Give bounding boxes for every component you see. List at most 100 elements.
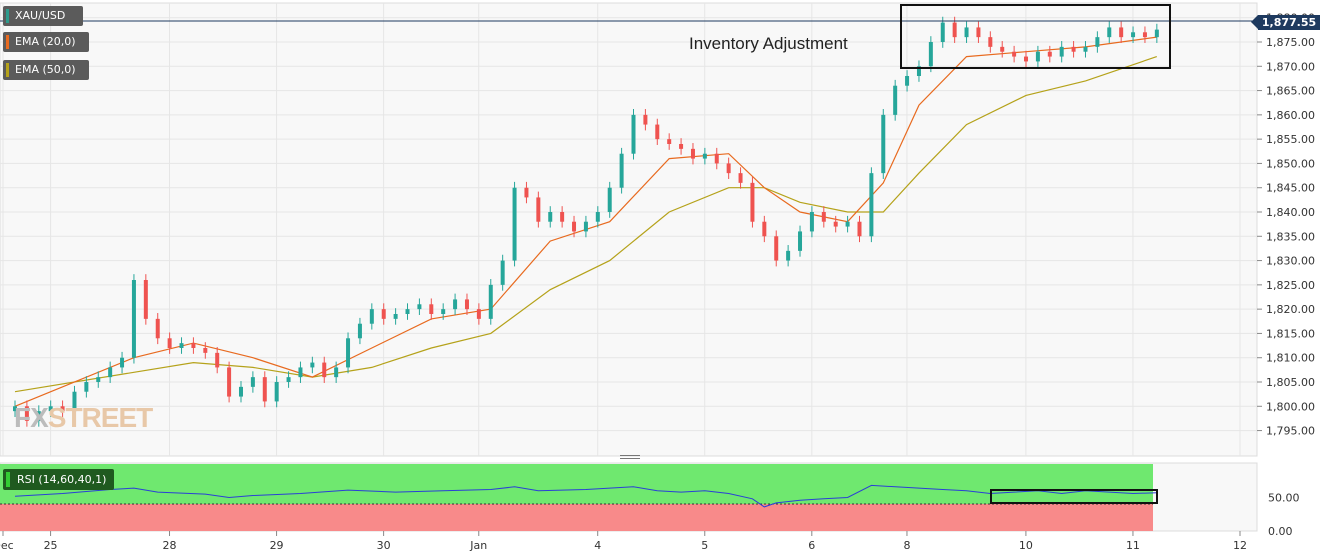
y-tick-label: 1,840.00 [1266,206,1315,219]
y-tick-label: 1,795.00 [1266,425,1315,438]
rsi-tick-label: 0.00 [1268,525,1293,538]
candle-body [762,221,767,237]
candle-body [429,304,434,314]
candle-body [560,212,565,222]
candle-body [976,27,981,38]
candle-body [714,153,719,164]
rsi-consolidation-box [990,489,1158,504]
candle-body [1142,32,1147,38]
x-tick-label: 11 [1126,539,1140,552]
candle-body [726,163,731,174]
candle-body [84,382,89,392]
y-tick-label: 1,850.00 [1266,157,1315,170]
y-axis-ticks: 1,795.00 1,800.00 1,805.00 1,810.00 1,815.00… [1257,12,1315,438]
x-tick-label: 6 [808,539,815,552]
candle-body [262,377,267,402]
ema50-line [14,56,1157,393]
candle-body [476,309,481,319]
y-tick-label: 1,800.00 [1266,400,1315,413]
ema50-path [14,56,1157,393]
candle-body [1012,51,1017,57]
candle-body [988,37,993,47]
candle-body [809,212,814,232]
candle-body [60,406,65,412]
candle-body [488,284,493,319]
candle-body [1000,46,1005,52]
candle-body [1059,46,1064,57]
candle-body [1071,46,1076,52]
candle-body [298,367,303,378]
rsi-legend[interactable]: RSI (14,60,40,1) [3,469,115,490]
candle-body [1107,27,1112,38]
x-tick-label: 28 [163,539,177,552]
candle-body [453,299,458,310]
ema50-swatch [6,63,9,77]
candle-body [441,309,446,314]
candle-body [679,144,684,149]
candle-body [381,309,386,319]
y-tick-label: 1,865.00 [1266,85,1315,98]
ema20-legend[interactable]: EMA (20,0) [3,32,89,52]
candle-body [500,260,505,285]
candle-body [583,221,588,232]
candle-body [774,236,779,261]
candle-body [286,377,291,382]
candle-body [72,391,77,412]
y-tick-label: 1,805.00 [1266,376,1315,389]
fxstreet-watermark: FXSTREET [14,402,153,433]
candle-body [13,406,17,412]
candle-body [203,348,208,353]
candle-body [48,406,53,412]
candle-body [536,197,541,222]
candle-body [667,139,672,144]
candle-body [191,343,196,348]
candle-body [1119,27,1124,38]
rsi-axis-ticks: 0.00 50.00 [1268,492,1300,539]
x-tick-label: 25 [44,539,58,552]
ema20-path [14,36,1157,407]
candle-body [417,304,422,310]
candle-body [1095,37,1100,47]
rsi-path [14,484,1157,508]
candle-body [334,367,339,378]
candle-body [464,299,469,310]
candle-body [215,352,220,368]
candle-body [322,362,327,378]
x-tick-label: 30 [377,539,391,552]
candle-body [750,182,755,222]
ema20-swatch [6,35,9,49]
rsi-swatch [6,472,10,487]
candle-body [738,173,743,183]
y-tick-label: 1,810.00 [1266,352,1315,365]
y-tick-label: 1,815.00 [1266,327,1315,340]
candle-body [179,343,184,348]
x-tick-label: 5 [701,539,708,552]
candle-body [1035,51,1040,62]
x-tick-label: 12 [1233,539,1247,552]
symbol-label: XAU/USD [15,9,66,22]
candle-body [857,221,862,237]
x-tick-label: 4 [594,539,601,552]
candle-body [548,212,553,222]
main-pane-bg [0,2,1258,457]
y-tick-label: 1,830.00 [1266,255,1315,268]
y-tick-label: 1,875.00 [1266,36,1315,49]
pane-splitter-handle[interactable] [620,455,640,461]
symbol-legend[interactable]: XAU/USD [3,6,83,26]
candle-body [869,173,874,237]
candle-body [893,85,898,115]
annotation-text: Inventory Adjustment [689,34,848,53]
x-tick-label: 8 [903,539,910,552]
ema20-label: EMA (20,0) [15,35,76,48]
y-tick-label: 1,855.00 [1266,133,1315,146]
candle-body [131,280,136,358]
rsi-tick-label: 50.00 [1268,492,1300,505]
candle-body [1083,46,1088,52]
candle-body [690,148,695,159]
candle-body [250,377,255,387]
candle-body [120,357,125,368]
rsi-oversold-zone [0,504,1153,531]
ema50-legend[interactable]: EMA (50,0) [3,60,89,80]
consolidation-box [900,4,1171,69]
